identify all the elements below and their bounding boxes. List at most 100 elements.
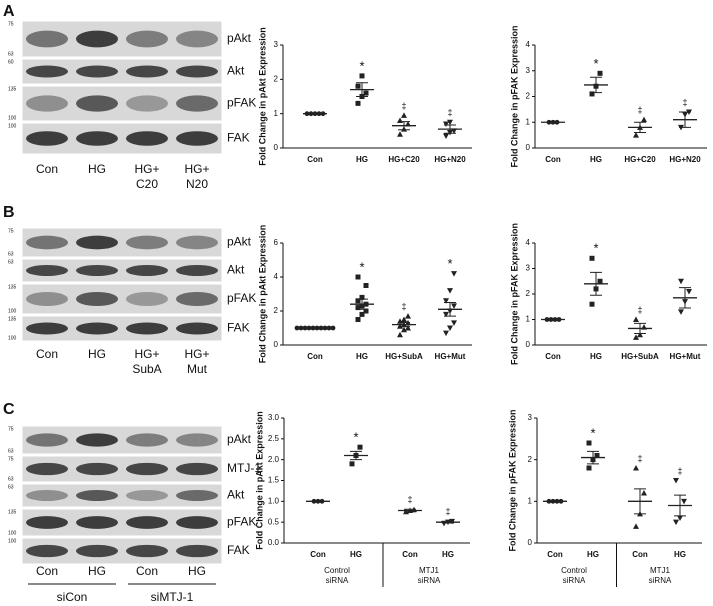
- data-point: [330, 325, 336, 331]
- blot-band: [126, 322, 168, 335]
- group-label: siRNA: [563, 576, 586, 585]
- x-tick-label: Con: [402, 550, 418, 559]
- blot-band: [176, 462, 218, 476]
- mw-marker: 75: [8, 426, 14, 432]
- data-point: [673, 478, 679, 484]
- error-bar: [398, 322, 410, 328]
- mw-marker: 100: [8, 530, 17, 536]
- significance-mark: ‡: [401, 101, 406, 111]
- x-tick-label: Con: [545, 352, 561, 361]
- data-point: [363, 308, 369, 314]
- lane-label: HG: [188, 564, 206, 578]
- x-tick-label: HG: [356, 155, 368, 164]
- data-point: [443, 330, 449, 337]
- band-label: FAK: [227, 543, 250, 557]
- data-point: [637, 331, 643, 338]
- blot-band: [126, 235, 168, 250]
- blot-band: [76, 65, 118, 78]
- lane-label: Con: [36, 564, 58, 578]
- error-bar: [444, 124, 456, 134]
- data-point: [641, 116, 647, 123]
- data-point: [326, 325, 332, 331]
- blot-band: [26, 322, 68, 335]
- blot-band: [76, 131, 118, 146]
- blot-band: [176, 235, 218, 250]
- blot-band: [176, 131, 218, 146]
- y-tick-label: 0: [274, 340, 279, 349]
- lane-label: N20: [186, 177, 208, 191]
- blot-band: [176, 544, 218, 558]
- significance-mark: ‡: [447, 108, 452, 118]
- group-label: siMTJ-1: [151, 590, 194, 604]
- y-tick-label: 2: [526, 289, 531, 298]
- y-tick-label: 2: [528, 455, 533, 464]
- mw-marker: 135: [8, 509, 17, 515]
- data-point: [363, 90, 369, 96]
- data-point: [397, 131, 403, 137]
- y-tick-label: 1: [526, 315, 531, 324]
- data-point: [594, 453, 600, 458]
- data-point: [294, 325, 300, 331]
- y-tick-label: 3.0: [268, 413, 280, 422]
- lane-label: SubA: [132, 362, 161, 376]
- group-label: MTJ1: [419, 566, 440, 575]
- error-bar: [679, 111, 691, 128]
- lane-label: Mut: [187, 362, 208, 376]
- mw-marker: 63: [8, 251, 14, 257]
- mw-marker: 100: [8, 123, 17, 129]
- significance-mark: ‡: [677, 466, 682, 476]
- y-tick-label: 3: [274, 40, 279, 49]
- blot-band: [26, 291, 68, 307]
- blot-band: [26, 516, 68, 529]
- blot-band: [176, 433, 218, 447]
- lane-label: Con: [36, 162, 58, 176]
- data-point: [405, 325, 411, 331]
- data-point: [673, 519, 679, 526]
- blot-band: [26, 544, 68, 558]
- y-tick-label: 0.0: [268, 538, 280, 547]
- data-point: [447, 325, 453, 331]
- y-tick-label: 2.0: [268, 455, 280, 464]
- y-tick-label: 2: [526, 92, 531, 101]
- mw-marker: 75: [8, 456, 14, 462]
- y-tick-label: 3: [528, 413, 533, 422]
- data-point: [397, 331, 403, 338]
- blot-band: [126, 131, 168, 146]
- y-tick-label: 1.5: [268, 476, 280, 485]
- y-tick-label: 4: [526, 238, 531, 247]
- data-point: [355, 100, 361, 106]
- data-point: [443, 311, 449, 318]
- x-tick-label: HG+N20: [669, 155, 701, 164]
- blot-band: [76, 433, 118, 447]
- data-point: [589, 301, 595, 307]
- band-label: pFAK: [227, 291, 256, 305]
- error-bar: [590, 271, 602, 296]
- data-point: [355, 305, 361, 311]
- x-tick-label: Con: [310, 550, 326, 559]
- error-bar: [634, 488, 646, 515]
- lane-label: HG+: [184, 162, 209, 176]
- y-tick-label: 0: [526, 143, 531, 152]
- data-point: [447, 288, 453, 294]
- group-label: Control: [324, 566, 350, 575]
- blot-band: [26, 462, 68, 476]
- panel-label: A: [3, 3, 15, 20]
- data-point: [589, 255, 595, 261]
- x-tick-label: HG: [674, 550, 686, 559]
- blot-band: [26, 235, 68, 250]
- y-tick-label: 2: [274, 74, 279, 83]
- blot-band: [176, 322, 218, 335]
- mw-marker: 135: [8, 316, 17, 322]
- blot-band: [76, 322, 118, 335]
- x-tick-label: Con: [545, 155, 561, 164]
- error-bar: [356, 82, 368, 97]
- data-point: [586, 440, 592, 446]
- blot-strip: [21, 258, 223, 283]
- blot-band: [26, 30, 68, 48]
- significance-mark: ‡: [401, 301, 406, 311]
- y-axis-label: Fold Change in pFAK Expression: [509, 25, 519, 167]
- y-axis-label: Fold Change in pFAK Expression: [507, 409, 517, 551]
- x-tick-label: Con: [307, 352, 323, 361]
- blot-band: [126, 291, 168, 307]
